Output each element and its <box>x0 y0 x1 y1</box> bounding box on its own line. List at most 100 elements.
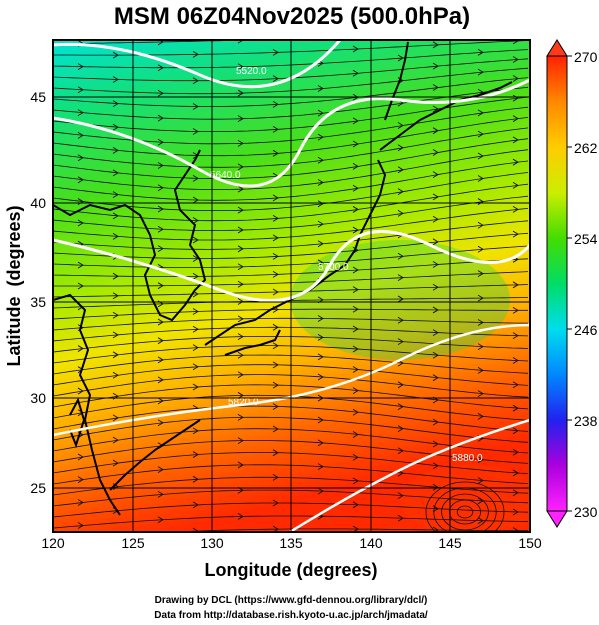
x-axis-label: Longitude (degrees) <box>204 560 377 580</box>
streamline-arrow <box>512 381 519 389</box>
credit-drawing: Drawing by DCL (https://www.gfd-dennou.o… <box>155 595 428 606</box>
streamline-arrow <box>512 94 519 102</box>
streamline-arrow <box>317 315 324 322</box>
x-tick-label: 140 <box>359 535 383 551</box>
streamline-arrow <box>112 146 119 154</box>
streamline-arrow <box>77 198 84 205</box>
colorbar: 230 238 246 254 262 270 <box>546 39 598 528</box>
streamline-arrow <box>477 367 484 374</box>
streamline-arrow <box>112 233 119 240</box>
streamline-arrow <box>157 205 164 213</box>
streamline <box>165 528 528 532</box>
streamline-arrow <box>77 522 84 529</box>
streamline-arrow <box>192 128 199 135</box>
y-tick-label: 40 <box>30 195 46 211</box>
streamline-arrow <box>397 514 404 522</box>
contour-label-5820: 5820.0 <box>228 397 259 408</box>
streamline-arrow <box>512 508 519 516</box>
streamline-arrow <box>77 453 84 461</box>
streamline <box>53 452 529 474</box>
streamline-arrow <box>512 469 519 477</box>
streamline <box>53 195 529 231</box>
streamline-arrow <box>477 68 484 76</box>
streamline-arrow <box>352 140 359 148</box>
streamline-arrow <box>237 351 244 359</box>
streamline <box>53 515 529 529</box>
streamline <box>53 326 529 342</box>
streamline-arrow <box>237 392 244 399</box>
streamline-arrow <box>112 212 119 220</box>
streamline-arrow <box>77 154 84 162</box>
streamline-arrow <box>512 136 519 144</box>
streamline-arrow <box>192 51 199 58</box>
streamline-arrow <box>477 221 484 229</box>
streamline-arrow <box>432 483 439 491</box>
streamline-arrow <box>397 447 404 455</box>
streamline <box>53 489 529 507</box>
contour-5640 <box>53 78 530 188</box>
streamline-arrow <box>112 272 119 280</box>
streamline-arrow <box>397 381 404 389</box>
y-tick-label: 30 <box>30 390 46 406</box>
streamline <box>53 405 529 432</box>
contour-5880 <box>289 418 530 532</box>
streamline-arrow <box>317 85 324 92</box>
streamline <box>53 138 529 179</box>
contour-label-5700: 5700.0 <box>318 262 349 273</box>
streamline <box>53 394 529 421</box>
streamline-arrow <box>477 270 484 278</box>
streamline-arrow <box>112 100 119 107</box>
streamline-arrow <box>192 344 199 351</box>
streamline-arrow <box>157 184 164 192</box>
streamline-arrow <box>272 100 279 108</box>
x-tick-label: 135 <box>279 535 303 551</box>
streamline-arrow <box>352 286 359 294</box>
streamline-arrow <box>192 325 199 333</box>
streamline <box>53 440 529 464</box>
streamline-arrow <box>112 169 119 177</box>
streamline-arrow <box>352 305 359 313</box>
streamline-arrow <box>432 62 439 70</box>
streamline-arrow <box>477 109 484 117</box>
streamline-arrow <box>157 466 164 474</box>
streamline-arrow <box>477 48 484 56</box>
streamline-arrow <box>317 133 324 141</box>
streamline-arrow <box>317 463 324 471</box>
streamline-arrow <box>192 236 199 244</box>
streamline-arrow <box>477 245 484 253</box>
streamline <box>53 149 529 191</box>
streamline-arrow <box>237 315 244 323</box>
streamline-arrow <box>237 226 244 234</box>
streamline-arrow <box>272 474 279 481</box>
streamline <box>53 106 529 145</box>
streamline-arrow <box>512 205 519 213</box>
streamline-arrow <box>352 69 359 77</box>
streamline-arrow <box>512 181 519 189</box>
streamline-arrow <box>237 163 244 171</box>
temperature-field-anomaly <box>290 240 510 360</box>
streamline-arrow <box>317 109 324 117</box>
streamline-arrow <box>192 77 199 85</box>
streamline-arrow <box>397 425 404 433</box>
streamline-arrow <box>432 193 439 201</box>
streamline-arrow <box>237 371 244 379</box>
streamline-arrow <box>352 206 359 213</box>
coastline-shikoku <box>224 329 281 356</box>
streamline-arrow <box>272 499 279 507</box>
streamline-arrow <box>112 351 119 359</box>
streamline-arrow <box>397 122 404 129</box>
streamline-arrow <box>477 477 484 484</box>
streamline-arrow <box>237 245 244 253</box>
streamline-arrow <box>192 383 199 391</box>
streamline-arrow <box>512 527 519 532</box>
x-tick-label: 125 <box>121 535 145 551</box>
streamline-arrow <box>477 412 484 420</box>
streamline-arrow <box>272 194 279 202</box>
streamline-arrow <box>237 437 244 444</box>
streamline-arrow <box>317 156 324 164</box>
streamline <box>53 40 262 45</box>
streamline-arrow <box>317 240 324 248</box>
streamline-arrow <box>112 51 119 59</box>
streamline-arrow <box>192 363 199 371</box>
